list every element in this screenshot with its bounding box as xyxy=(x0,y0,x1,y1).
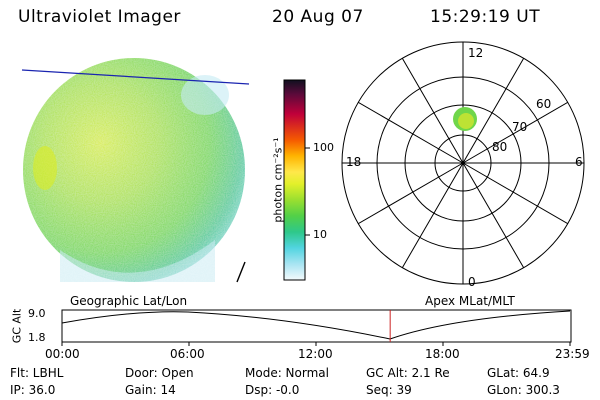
status-ip: IP: 36.0 xyxy=(10,383,56,397)
status-glat: GLat: 64.9 xyxy=(487,366,550,380)
status-dsp: Dsp: -0.0 xyxy=(245,383,300,397)
colorbar xyxy=(283,79,306,281)
colorbar-axis-label: photon cm⁻²s⁻¹ xyxy=(271,137,285,223)
timeline-x-tick-1: 06:00 xyxy=(170,347,205,361)
status-mode: Mode: Normal xyxy=(245,366,329,380)
instrument-title: Ultraviolet Imager xyxy=(18,7,181,27)
timeline-x-ticks xyxy=(61,342,571,346)
timeline-y-tick-high: 9.0 xyxy=(28,307,46,320)
status-filter: Flt: LBHL xyxy=(10,366,64,380)
timeline-x-tick-2: 12:00 xyxy=(298,347,333,361)
timeline-x-tick-4: 23:59 xyxy=(555,347,590,361)
timeline-left-title: Geographic Lat/Lon xyxy=(70,294,188,308)
status-door: Door: Open xyxy=(125,366,194,380)
altitude-curve xyxy=(61,310,571,340)
timeline-x-tick-3: 18:00 xyxy=(425,347,460,361)
mlat-label-60: 60 xyxy=(536,97,552,111)
spacecraft-direction-line xyxy=(236,261,246,283)
status-seq: Seq: 39 xyxy=(366,383,412,397)
mlt-label-0: 0 xyxy=(468,275,476,289)
mlat-label-70: 70 xyxy=(512,120,528,134)
status-gc-alt: GC Alt: 2.1 Re xyxy=(366,366,450,380)
status-glon: GLon: 300.3 xyxy=(487,383,560,397)
timeline-right-title: Apex MLat/MLT xyxy=(425,294,515,308)
timeline-y-tick-low: 1.8 xyxy=(28,331,46,344)
timeline-x-tick-0: 00:00 xyxy=(45,347,80,361)
mlt-label-12: 12 xyxy=(468,46,484,60)
status-gain: Gain: 14 xyxy=(125,383,176,397)
timeline-y-axis-label: GC Alt xyxy=(10,308,24,344)
time-label: 15:29:19 UT xyxy=(430,7,541,27)
terminator-line xyxy=(21,69,250,85)
colorbar-tick-100: 100 xyxy=(313,141,334,154)
mlat-label-80: 80 xyxy=(492,140,508,154)
date-label: 20 Aug 07 xyxy=(272,7,364,27)
auroral-blob xyxy=(453,107,477,131)
mlt-label-18: 18 xyxy=(346,155,362,169)
colorbar-tick-10: 10 xyxy=(313,228,327,241)
auroral-image xyxy=(23,58,245,282)
mlt-label-6: 6 xyxy=(575,155,583,169)
